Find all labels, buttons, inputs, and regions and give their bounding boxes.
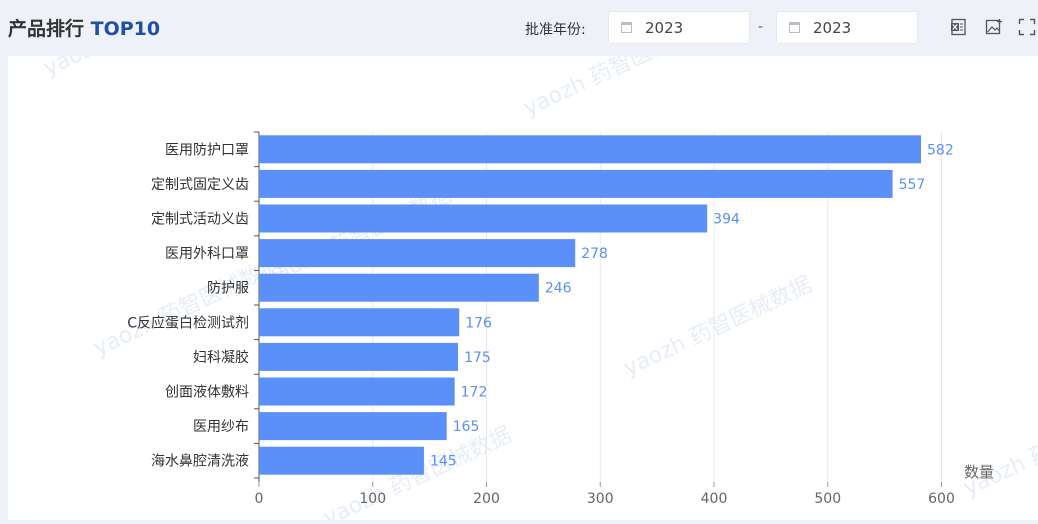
x-tick-label: 500 bbox=[814, 491, 841, 507]
calendar-icon bbox=[621, 22, 632, 33]
chart-header: 产品排行 TOP10 批准年份: 2023 - 2023 bbox=[0, 0, 1038, 56]
value-label: 176 bbox=[465, 315, 492, 331]
watermark-text: yaozh 药智医械数据 bbox=[620, 272, 816, 381]
value-label: 145 bbox=[430, 454, 457, 470]
bar bbox=[259, 342, 459, 371]
category-label: C反应蛋白检测试剂 bbox=[127, 314, 249, 331]
category-label: 医用外科口罩 bbox=[165, 246, 249, 262]
watermark-text: yaozh 药智医械数据 bbox=[960, 392, 1038, 501]
category-label: 海水鼻腔清洗液 bbox=[151, 453, 249, 470]
watermark-layer: yaozh 药智医械数据 yaozh 药智医械数据 yaozh 药智医械数据 yaoz… bbox=[40, 0, 1038, 524]
fullscreen-icon[interactable] bbox=[1018, 18, 1036, 36]
category-label: 定制式活动义齿 bbox=[151, 212, 249, 228]
category-label: 定制式固定义齿 bbox=[151, 177, 249, 193]
bars bbox=[259, 135, 922, 475]
chart-title: 产品排行 TOP10 bbox=[8, 14, 160, 41]
approval-year-label: 批准年份: bbox=[525, 22, 586, 38]
date-to-value: 2023 bbox=[813, 19, 852, 37]
value-label: 394 bbox=[713, 212, 740, 228]
value-label: 246 bbox=[545, 281, 572, 297]
bar bbox=[259, 204, 708, 233]
value-label: 172 bbox=[461, 385, 488, 401]
bar bbox=[259, 273, 539, 302]
category-label: 医用防护口罩 bbox=[165, 142, 249, 158]
bar bbox=[259, 446, 424, 475]
labels: 医用防护口罩 582 定制式固定义齿 557 定制式活动义齿 394 医用外科口罩 278 防护… bbox=[127, 142, 954, 469]
date-from-picker[interactable]: 2023 bbox=[608, 11, 750, 44]
value-label: 278 bbox=[581, 246, 608, 262]
x-tick-label: 200 bbox=[473, 491, 500, 507]
value-label: 165 bbox=[453, 419, 480, 435]
bar bbox=[259, 169, 893, 198]
bar bbox=[259, 377, 455, 406]
bar bbox=[259, 308, 460, 337]
category-label: 创面液体敷料 bbox=[165, 385, 249, 401]
bar-chart: yaozh 药智医械数据 yaozh 药智医械数据 yaozh 药智医械数据 yaoz… bbox=[40, 0, 1038, 524]
x-tick-label: 400 bbox=[701, 491, 728, 507]
x-axis-name: 数量 bbox=[964, 463, 994, 481]
calendar-icon bbox=[789, 22, 800, 33]
excel-export-icon[interactable] bbox=[950, 18, 968, 36]
value-label: 557 bbox=[899, 177, 926, 193]
x-tick-label: 0 bbox=[255, 491, 264, 507]
category-label: 妇科凝胶 bbox=[193, 349, 249, 366]
watermark-text: yaozh 药智医械数据 bbox=[520, 56, 716, 121]
watermark-text: yaozh 药智医械数据 bbox=[90, 252, 286, 361]
chart-panel: yaozh 药智医械数据 yaozh 药智医械数据 yaozh 药智医械数据 yaoz… bbox=[8, 0, 1038, 524]
value-label: 582 bbox=[927, 142, 954, 158]
category-label: 医用纱布 bbox=[193, 419, 249, 435]
watermark-text: yaozh 药智医械数据 bbox=[40, 56, 236, 81]
date-separator: - bbox=[758, 19, 764, 35]
date-to-picker[interactable]: 2023 bbox=[776, 11, 918, 44]
value-label: 175 bbox=[464, 350, 491, 366]
x-tick-label: 600 bbox=[928, 491, 955, 507]
bar bbox=[259, 135, 922, 164]
bar bbox=[259, 412, 447, 441]
bar bbox=[259, 239, 576, 268]
x-tick-label: 100 bbox=[359, 491, 386, 507]
x-tick-label: 300 bbox=[587, 491, 614, 507]
save-image-icon[interactable] bbox=[985, 18, 1003, 36]
date-from-value: 2023 bbox=[645, 19, 684, 37]
category-label: 防护服 bbox=[207, 281, 249, 297]
title-prefix: 产品排行 bbox=[8, 18, 85, 40]
title-highlight: TOP10 bbox=[90, 18, 161, 40]
